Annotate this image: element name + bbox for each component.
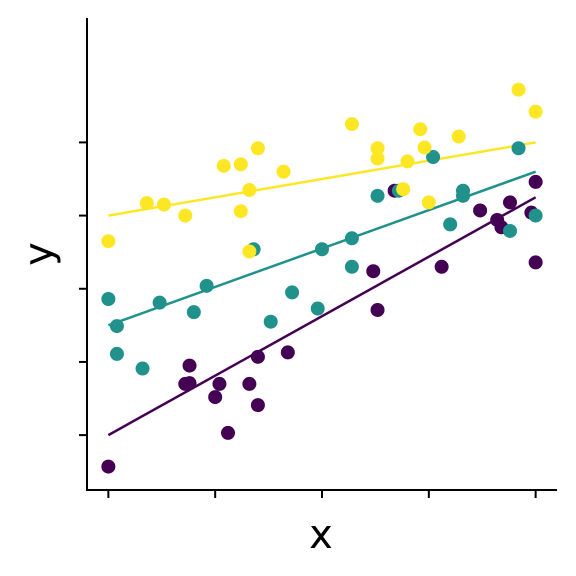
point-series-0-14 (434, 259, 449, 274)
point-series-1-14 (370, 188, 385, 203)
point-series-1-12 (344, 259, 359, 274)
point-series-0-21 (528, 255, 543, 270)
point-series-1-8 (263, 314, 278, 329)
point-series-1-5 (186, 305, 201, 320)
point-series-2-4 (216, 158, 231, 173)
point-series-0-20 (528, 174, 543, 189)
point-series-1-13 (344, 231, 359, 246)
point-series-1-19 (456, 188, 470, 203)
point-series-0-7 (242, 376, 257, 391)
point-series-1-9 (285, 285, 300, 300)
point-series-2-18 (421, 195, 436, 210)
point-series-2-7 (242, 182, 257, 197)
point-series-1-2 (109, 346, 124, 361)
point-series-1-10 (310, 301, 325, 316)
point-series-2-21 (528, 104, 543, 119)
point-series-2-1 (139, 196, 154, 211)
y-axis-label: y (16, 242, 62, 266)
point-series-0-15 (473, 203, 488, 218)
point-series-2-15 (400, 154, 415, 169)
point-series-2-11 (344, 117, 359, 132)
point-series-0-5 (208, 390, 223, 405)
point-series-1-0 (101, 292, 116, 307)
point-series-2-3 (178, 208, 193, 223)
point-series-1-22 (528, 208, 543, 223)
point-series-2-9 (250, 141, 265, 156)
point-series-2-13 (370, 151, 385, 166)
y-ticks (79, 141, 87, 437)
point-series-2-2 (156, 197, 171, 212)
point-series-2-10 (276, 164, 291, 179)
point-series-0-11 (366, 264, 381, 279)
point-series-1-6 (199, 278, 214, 293)
point-series-2-16 (413, 122, 428, 137)
point-series-1-20 (503, 223, 517, 238)
point-series-2-14 (396, 182, 411, 197)
fit-lines (107, 141, 537, 437)
point-series-2-6 (233, 157, 248, 172)
point-series-2-0 (101, 234, 116, 249)
point-series-2-12 (370, 141, 385, 156)
point-series-0-1 (182, 358, 197, 373)
point-series-0-18 (503, 195, 517, 210)
point-series-0-10 (280, 345, 295, 360)
point-series-2-8 (242, 244, 257, 259)
point-series-1-4 (152, 295, 167, 310)
point-series-0-6 (221, 425, 235, 440)
point-series-0-8 (250, 398, 265, 413)
point-series-2-20 (511, 82, 526, 97)
point-series-0-12 (370, 302, 385, 317)
point-series-0-4 (212, 376, 227, 391)
point-series-2-5 (233, 204, 248, 219)
point-series-2-17 (417, 140, 432, 155)
data-points (101, 82, 543, 474)
x-ticks (107, 490, 537, 498)
fit-line-series-0 (107, 196, 537, 437)
fit-line-series-2 (108, 141, 536, 217)
point-series-1-17 (443, 217, 458, 232)
x-axis-label: x (309, 512, 333, 558)
point-series-1-1 (109, 319, 124, 334)
point-series-1-21 (511, 141, 526, 156)
point-series-0-9 (250, 349, 265, 364)
point-series-0-0 (101, 459, 116, 474)
point-series-1-11 (315, 242, 329, 257)
point-series-1-16 (426, 150, 441, 165)
point-series-1-3 (135, 361, 150, 376)
point-series-0-3 (178, 376, 193, 391)
point-series-2-19 (451, 129, 466, 144)
